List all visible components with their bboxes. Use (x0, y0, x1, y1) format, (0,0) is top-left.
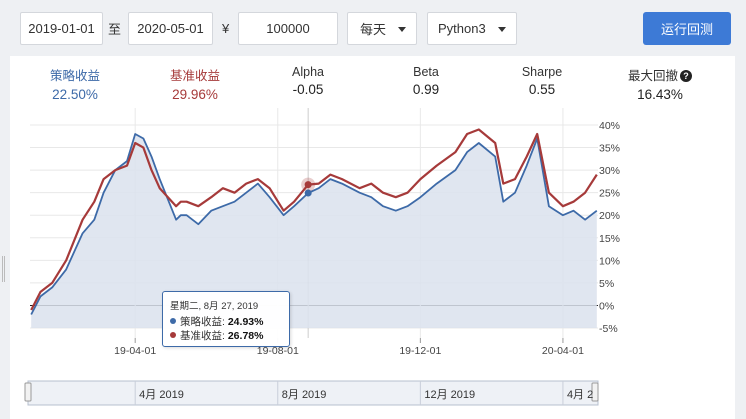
stat-sharpe: Sharpe 0.55 (497, 65, 587, 97)
y-tick-label: 15% (599, 233, 620, 245)
frequency-select[interactable]: 每天 (347, 12, 417, 45)
language-value: Python3 (438, 21, 486, 36)
benchmark-dot-icon (170, 332, 176, 338)
strategy-dot-icon (170, 318, 176, 324)
stat-value: 16.43% (637, 87, 683, 102)
x-tick-label: 20-04-01 (542, 345, 584, 357)
stat-max-drawdown: 最大回撤? 16.43% (615, 65, 705, 102)
stat-label: 基准收益 (169, 69, 220, 83)
strategy-area (31, 134, 597, 328)
stat-label-wrap: 最大回撤? (615, 65, 705, 84)
end-date-value: 2020-05-01 (137, 21, 204, 36)
chart-tooltip: 星期二, 8月 27, 2019 策略收益: 24.93% 基准收益: 26.7… (162, 291, 290, 347)
x-tick-label: 19-12-01 (399, 345, 441, 357)
y-tick-label: 0% (599, 300, 614, 312)
backtest-toolbar: 2019-01-01 至 2020-05-01 ¥ 100000 每天 Pyth… (0, 0, 746, 56)
capital-input[interactable]: 100000 (238, 12, 338, 45)
capital-value: 100000 (266, 21, 310, 36)
navigator-label: 8月 2019 (282, 389, 327, 401)
y-tick-label: -5% (599, 323, 618, 335)
y-tick-label: 40% (599, 120, 620, 132)
stat-label: 最大回撤 (627, 69, 678, 83)
tooltip-strategy-row: 策略收益: 24.93% (170, 315, 282, 329)
y-tick-label: 30% (599, 165, 620, 177)
stat-label: Sharpe (521, 65, 563, 79)
tooltip-benchmark-row: 基准收益: 26.78% (170, 329, 282, 343)
navigator-label: 4月 2019 (139, 389, 184, 401)
resize-handle[interactable] (2, 256, 5, 282)
benchmark-line (30, 128, 598, 311)
navigator-label: 12月 2019 (424, 389, 475, 401)
stat-value: 0.99 (412, 82, 440, 97)
stat-strategy-return: 策略收益 22.50% (30, 65, 120, 102)
y-tick-label: 10% (599, 255, 620, 267)
tooltip-date: 星期二, 8月 27, 2019 (170, 301, 259, 312)
stat-label: Beta (413, 65, 439, 79)
stat-label: Alpha (292, 65, 324, 79)
y-tick-label: 20% (599, 210, 620, 222)
stat-value: -0.05 (292, 82, 324, 97)
x-tick-label: 19-08-01 (257, 345, 299, 357)
stat-value: 0.55 (528, 82, 556, 97)
stat-value: 22.50% (52, 87, 98, 102)
y-tick-label: 35% (599, 143, 620, 155)
x-tick-label: 19-04-01 (114, 345, 156, 357)
range-separator: 至 (108, 22, 122, 37)
start-date-value: 2019-01-01 (28, 21, 95, 36)
navigator-label: 4月 2 (567, 389, 593, 401)
stat-label: 策略收益 (49, 69, 100, 83)
run-backtest-button[interactable]: 运行回测 (643, 12, 731, 45)
stat-benchmark-return: 基准收益 29.96% (150, 65, 240, 102)
stat-alpha: Alpha -0.05 (263, 65, 353, 97)
end-date-input[interactable]: 2020-05-01 (128, 12, 213, 45)
y-tick-label: 25% (599, 188, 620, 200)
strategy-line (30, 133, 598, 315)
tooltip-strategy-value: 24.93% (227, 316, 264, 328)
benchmark-hover-marker (304, 181, 312, 189)
tooltip-benchmark-label: 基准收益: (180, 330, 225, 342)
strategy-hover-marker (304, 189, 312, 197)
currency-symbol: ¥ (222, 21, 230, 36)
question-circle-icon[interactable]: ? (680, 70, 692, 82)
navigator-right-handle (591, 382, 599, 402)
caret-down-icon (498, 27, 506, 32)
start-date-input[interactable]: 2019-01-01 (20, 12, 103, 45)
tooltip-benchmark-value: 26.78% (227, 330, 264, 342)
stat-beta: Beta 0.99 (381, 65, 471, 97)
frequency-value: 每天 (360, 22, 387, 37)
navigator-left-handle (24, 382, 32, 402)
caret-down-icon (398, 27, 406, 32)
stat-value: 29.96% (172, 87, 218, 102)
tooltip-strategy-label: 策略收益: (180, 316, 225, 328)
language-select[interactable]: Python3 (427, 12, 517, 45)
y-tick-label: 5% (599, 278, 614, 290)
